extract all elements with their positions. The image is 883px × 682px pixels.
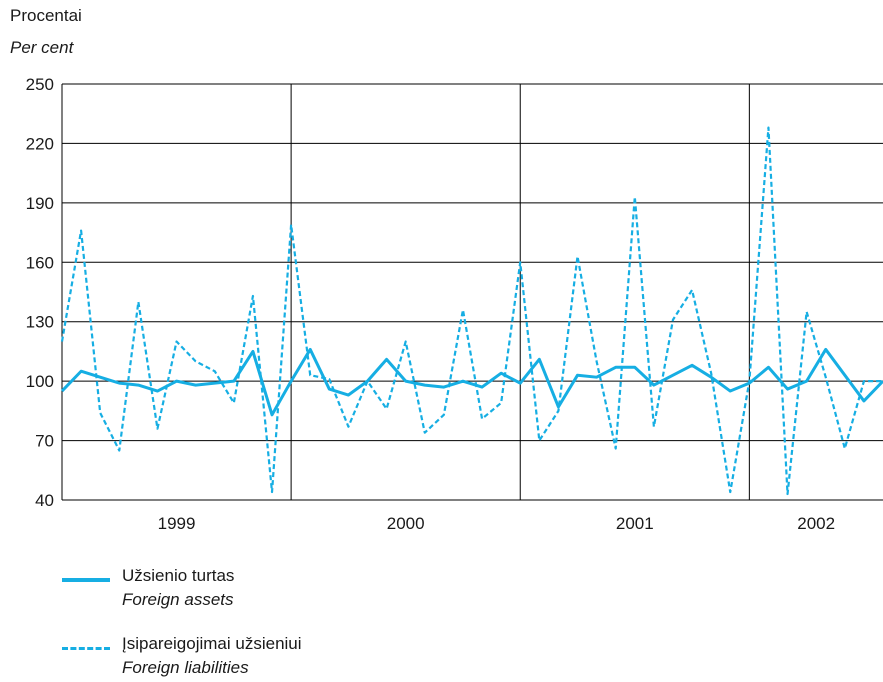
x-tick-label-2000: 2000	[387, 514, 425, 533]
legend-swatch-solid	[62, 578, 110, 582]
y-tick-label-70: 70	[35, 432, 54, 451]
y-tick-label-220: 220	[26, 134, 54, 153]
y-tick-label-190: 190	[26, 194, 54, 213]
y-axis-label-english: Per cent	[10, 38, 74, 57]
legend-label-foreign-liabilities: Įsipareigojimai užsieniui	[122, 634, 302, 653]
y-tick-label-40: 40	[35, 491, 54, 510]
legend-swatch-dashed	[62, 647, 110, 650]
legend-label-foreign-assets-english: Foreign assets	[122, 590, 234, 609]
x-tick-label-1999: 1999	[158, 514, 196, 533]
series-line-foreign-liabilities	[60, 126, 883, 496]
legend-item-foreign-liabilities: Įsipareigojimai užsieniui Foreign liabil…	[62, 634, 382, 682]
legend-item-foreign-assets: Užsienio turtas Foreign assets	[62, 566, 382, 614]
series-line-foreign-assets	[60, 347, 883, 417]
x-tick-label-2001: 2001	[616, 514, 654, 533]
y-tick-label-100: 100	[26, 372, 54, 391]
y-tick-label-130: 130	[26, 313, 54, 332]
y-tick-label-250: 250	[26, 75, 54, 94]
y-axis-label: Procentai	[10, 6, 82, 25]
legend-label-foreign-liabilities-english: Foreign liabilities	[122, 658, 249, 677]
legend-label-foreign-assets: Užsienio turtas	[122, 566, 235, 585]
y-tick-label-160: 160	[26, 253, 54, 272]
x-tick-label-2002: 2002	[797, 514, 835, 533]
